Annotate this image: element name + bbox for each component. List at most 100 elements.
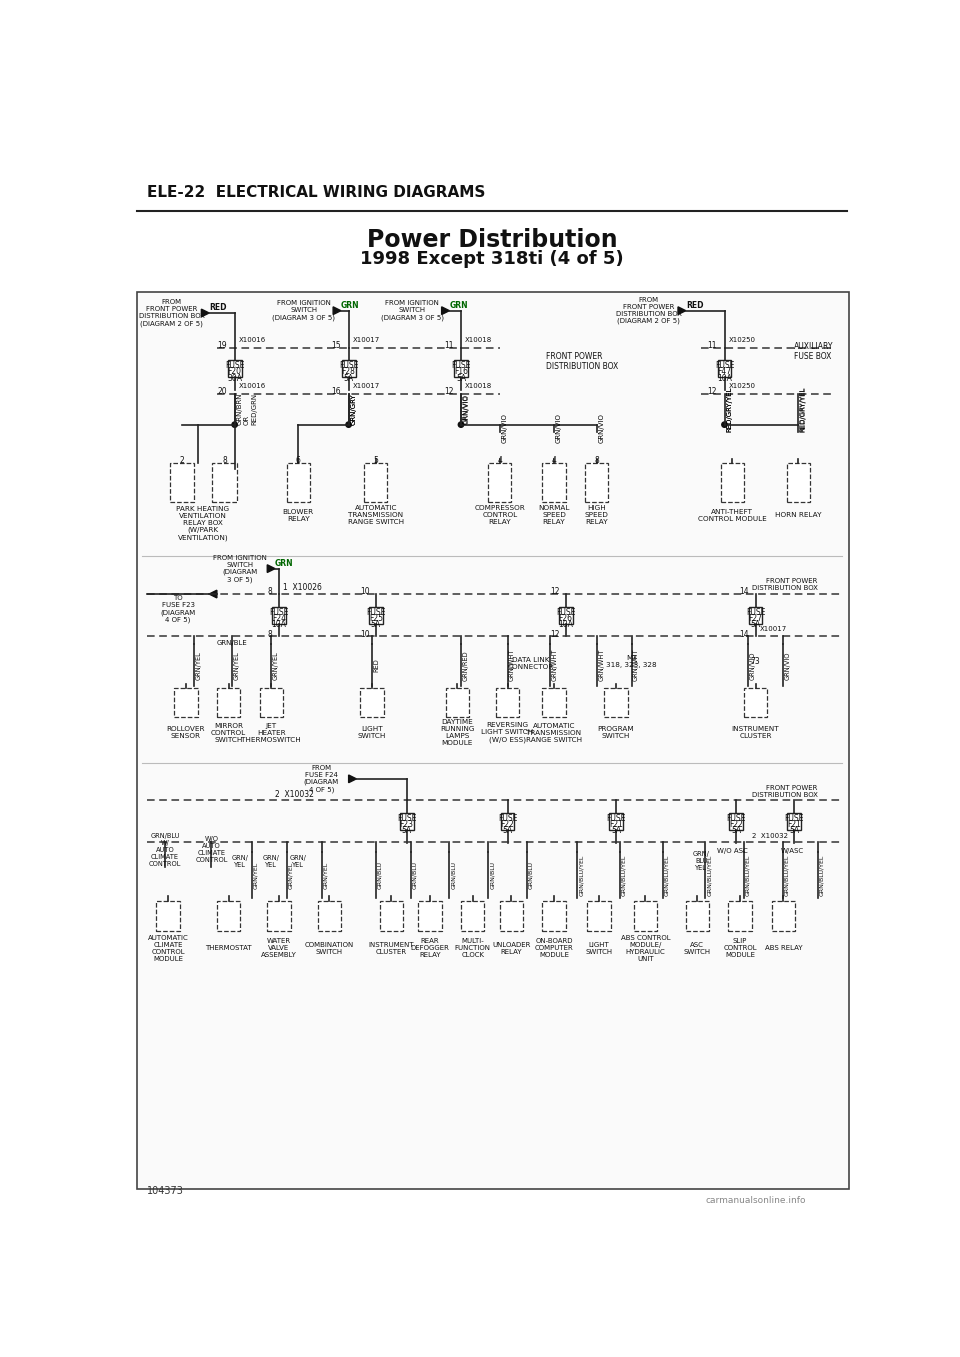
Text: GRN/GRY: GRN/GRY — [351, 394, 357, 425]
Text: 5A: 5A — [611, 826, 621, 836]
Text: FUSE: FUSE — [269, 608, 289, 616]
Text: FROM
FUSE F24
(DIAGRAM
4 OF 5): FROM FUSE F24 (DIAGRAM 4 OF 5) — [304, 765, 339, 792]
Bar — [170, 463, 194, 502]
Text: GRN/BLU/YEL: GRN/BLU/YEL — [745, 855, 751, 896]
Text: FUSE: FUSE — [556, 608, 575, 616]
Text: THERMOSTAT: THERMOSTAT — [205, 946, 252, 951]
Bar — [212, 463, 237, 502]
Text: 5A: 5A — [732, 826, 741, 836]
Text: LIGHT
SWITCH: LIGHT SWITCH — [586, 942, 612, 955]
Text: 10A: 10A — [717, 373, 732, 383]
Text: 8: 8 — [268, 630, 273, 639]
Bar — [496, 688, 519, 718]
Text: Power Distribution: Power Distribution — [367, 228, 617, 252]
Text: FRONT POWER
DISTRIBUTION BOX: FRONT POWER DISTRIBUTION BOX — [752, 578, 818, 592]
Text: AUTOMATIC
TRANSMISSION
RANGE SWITCH: AUTOMATIC TRANSMISSION RANGE SWITCH — [526, 723, 582, 742]
Circle shape — [232, 422, 237, 427]
Bar — [634, 901, 657, 931]
Text: 30A: 30A — [228, 373, 242, 383]
Bar — [399, 813, 414, 830]
Bar — [445, 688, 468, 718]
Text: GRN/VIO: GRN/VIO — [750, 651, 756, 680]
Text: UNLOADER
RELAY: UNLOADER RELAY — [492, 942, 531, 955]
Text: X10016: X10016 — [239, 383, 266, 389]
Text: FRONT POWER
DISTRIBUTION BOX: FRONT POWER DISTRIBUTION BOX — [752, 784, 818, 798]
Text: F21: F21 — [609, 820, 623, 829]
Text: 5A: 5A — [751, 620, 760, 628]
Text: X10018: X10018 — [465, 337, 492, 343]
Text: F47: F47 — [717, 368, 732, 376]
Text: GRN/
YEL: GRN/ YEL — [290, 855, 306, 867]
Bar — [717, 361, 732, 377]
Text: GRN/WHT: GRN/WHT — [509, 649, 516, 681]
Bar — [500, 901, 523, 931]
Text: FUSE: FUSE — [607, 814, 626, 822]
Text: ANTI-THEFT
CONTROL MODULE: ANTI-THEFT CONTROL MODULE — [698, 509, 767, 522]
Polygon shape — [267, 565, 275, 573]
Text: 8: 8 — [594, 456, 599, 465]
Bar — [461, 901, 484, 931]
Text: GRN/BLU: GRN/BLU — [451, 862, 456, 889]
Text: GRN/BLU/YEL: GRN/BLU/YEL — [579, 855, 584, 896]
Bar — [542, 688, 565, 718]
Text: RED: RED — [209, 303, 228, 312]
Text: MIRROR
CONTROL
SWITCH: MIRROR CONTROL SWITCH — [211, 723, 246, 742]
Bar — [585, 463, 609, 502]
Bar — [787, 813, 802, 830]
Text: GRN/VIO: GRN/VIO — [598, 414, 604, 444]
Text: 12: 12 — [550, 588, 560, 596]
Bar — [287, 463, 310, 502]
Text: GRN/VIO: GRN/VIO — [784, 651, 790, 680]
Text: 12: 12 — [550, 630, 560, 639]
Bar — [259, 688, 283, 718]
Text: RED/GRY/YEL: RED/GRY/YEL — [726, 387, 732, 432]
Bar — [685, 901, 709, 931]
Text: GRN/BLU/YEL: GRN/BLU/YEL — [819, 855, 824, 896]
Text: 5A: 5A — [456, 373, 466, 383]
Text: ASC
SWITCH: ASC SWITCH — [684, 942, 711, 955]
Text: W/O
AUTO
CLIMATE
CONTROL: W/O AUTO CLIMATE CONTROL — [195, 836, 228, 863]
Text: REAR
DEFOGGER
RELAY: REAR DEFOGGER RELAY — [411, 938, 449, 958]
Text: AUTOMATIC
TRANSMISSION
RANGE SWITCH: AUTOMATIC TRANSMISSION RANGE SWITCH — [348, 506, 404, 525]
Text: 5A: 5A — [789, 826, 800, 836]
Circle shape — [346, 422, 351, 427]
Text: X10017: X10017 — [759, 626, 786, 632]
Text: F24: F24 — [272, 613, 286, 623]
Text: GRN/BLE: GRN/BLE — [217, 639, 248, 646]
Text: RED: RED — [373, 658, 379, 672]
Bar — [730, 813, 743, 830]
Text: F21: F21 — [787, 820, 802, 829]
Text: GRN/RED: GRN/RED — [463, 650, 468, 681]
Text: 14: 14 — [739, 588, 750, 596]
Text: COMBINATION
SWITCH: COMBINATION SWITCH — [304, 942, 354, 955]
Text: F22: F22 — [730, 820, 743, 829]
Text: HIGH
SPEED
RELAY: HIGH SPEED RELAY — [585, 506, 609, 525]
Text: M3
318, 323, 328: M3 318, 323, 328 — [606, 655, 657, 668]
Bar — [318, 901, 341, 931]
Bar — [360, 688, 383, 718]
Text: F27: F27 — [749, 613, 762, 623]
Text: GRN/BLU: GRN/BLU — [490, 862, 494, 889]
Bar — [454, 361, 468, 377]
Text: GRN/BLU/YEL: GRN/BLU/YEL — [707, 855, 711, 896]
Bar — [500, 813, 515, 830]
Text: GRN/BLU: GRN/BLU — [528, 862, 534, 889]
Bar — [772, 901, 795, 931]
Text: 5A: 5A — [401, 826, 412, 836]
Bar — [369, 607, 383, 624]
Text: FUSE: FUSE — [397, 814, 417, 822]
Text: AUXILIARY
FUSE BOX: AUXILIARY FUSE BOX — [794, 342, 833, 361]
Text: ABS CONTROL
MODULE/
HYDRAULIC
UNIT: ABS CONTROL MODULE/ HYDRAULIC UNIT — [620, 935, 670, 962]
Text: GRN/BRN
OR
RED/GRN: GRN/BRN OR RED/GRN — [237, 394, 257, 426]
Text: GRN/VIO: GRN/VIO — [501, 414, 507, 444]
Text: FUSE: FUSE — [339, 361, 358, 370]
Text: PARK HEATING
VENTILATION
RELAY BOX
(W/PARK
VENTILATION): PARK HEATING VENTILATION RELAY BOX (W/PA… — [177, 506, 229, 540]
Text: F26: F26 — [559, 613, 572, 623]
Text: 1998 Except 318ti (4 of 5): 1998 Except 318ti (4 of 5) — [360, 250, 624, 269]
Text: GRN/
YEL: GRN/ YEL — [231, 855, 249, 867]
Text: ELE-22  ELECTRICAL WIRING DIAGRAMS: ELE-22 ELECTRICAL WIRING DIAGRAMS — [147, 185, 486, 199]
Bar — [217, 688, 240, 718]
Text: ROLLOVER
SENSOR: ROLLOVER SENSOR — [167, 726, 205, 740]
Text: GRN/WHT: GRN/WHT — [633, 649, 639, 681]
Text: 2  X10032: 2 X10032 — [275, 790, 314, 799]
